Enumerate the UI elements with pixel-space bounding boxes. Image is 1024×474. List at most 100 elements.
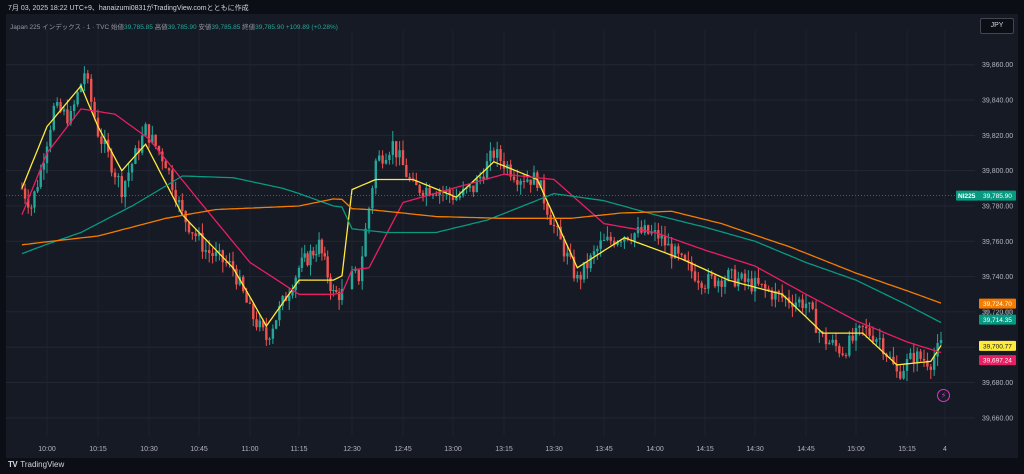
candle-body	[851, 335, 854, 341]
candle-body	[59, 102, 62, 112]
candle-body	[315, 254, 318, 256]
x-tick-label: 10:45	[190, 446, 208, 453]
open-label: 始値	[110, 24, 124, 31]
symbol-tag-bg	[956, 190, 979, 201]
candle-body	[602, 240, 606, 242]
y-tick-label: 39,860.00	[982, 62, 1013, 69]
y-tick-label: 39,800.00	[982, 168, 1013, 175]
y-tick-label: 39,760.00	[982, 239, 1013, 246]
candle-body	[757, 277, 760, 284]
x-tick-label: 15:00	[847, 446, 865, 453]
candle-body	[211, 253, 214, 257]
moving-averages	[21, 84, 942, 366]
candle-body	[30, 207, 33, 209]
candle-body	[235, 268, 238, 285]
close-value: 39,785.90	[255, 24, 285, 31]
candle-body	[596, 248, 599, 252]
x-tick-label: 14:45	[797, 446, 815, 453]
candle-body	[381, 155, 384, 164]
candle-body	[743, 273, 747, 282]
candle-body	[707, 274, 710, 289]
candle-body	[882, 338, 885, 355]
candle-body	[643, 225, 646, 233]
candle-body	[164, 161, 167, 169]
x-tick-label: 10:15	[89, 446, 107, 453]
candle-body	[549, 214, 552, 225]
candle-body	[922, 358, 926, 361]
candle-body	[194, 233, 197, 237]
candle-body	[566, 252, 569, 257]
candle-body	[39, 169, 42, 188]
candle-body	[770, 290, 774, 300]
candle-body	[933, 356, 936, 370]
candle-body	[552, 224, 556, 227]
candle-body	[854, 328, 858, 341]
candle-body	[650, 231, 653, 234]
candle-body	[606, 236, 609, 241]
candle-body	[579, 274, 582, 280]
candle-body	[261, 320, 265, 328]
candle-body	[479, 176, 482, 179]
candle-body	[663, 235, 667, 246]
candle-body	[522, 181, 526, 183]
candle-body	[274, 320, 278, 329]
x-tick-label: 11:15	[291, 446, 308, 453]
tv-logo-icon: TV	[8, 460, 18, 469]
y-tick-label: 39,680.00	[982, 380, 1013, 387]
candle-body	[66, 109, 69, 124]
candle-body	[415, 180, 418, 186]
x-tick-label: 15:15	[898, 446, 916, 453]
candle-body	[868, 328, 871, 336]
candle-body	[916, 351, 919, 364]
candle-body	[828, 342, 831, 345]
candle-body	[367, 208, 371, 229]
candle-body	[245, 291, 248, 303]
candle-body	[687, 259, 690, 262]
candle-body	[804, 303, 808, 309]
candle-body	[242, 276, 245, 292]
lightning-icon[interactable]: ⚡	[937, 389, 950, 402]
candle-body	[317, 239, 321, 255]
currency-button[interactable]: JPY	[980, 18, 1014, 34]
candle-body	[391, 141, 394, 155]
candle-body	[56, 102, 59, 106]
y-tick-label: 39,720.00	[982, 309, 1013, 316]
candle-body	[919, 351, 922, 359]
chart-panel[interactable]	[6, 14, 1018, 458]
candle-body	[582, 262, 586, 280]
candle-body	[680, 253, 683, 256]
candle-body	[103, 139, 106, 144]
candle-body	[117, 176, 120, 178]
candle-body	[841, 353, 844, 356]
candle-body	[197, 232, 201, 237]
tradingview-logo[interactable]: TV TradingView	[8, 460, 64, 469]
candle-body	[42, 163, 46, 170]
candle-body	[36, 187, 39, 192]
x-tick-label: 13:15	[495, 446, 513, 453]
candle-body	[258, 320, 261, 328]
x-tick-label: 14:15	[696, 446, 714, 453]
candle-body	[120, 176, 123, 198]
y-tick-label: 39,820.00	[982, 133, 1013, 140]
candle-body	[653, 230, 657, 232]
candle-body	[697, 280, 700, 283]
candle-body	[320, 239, 324, 254]
y-tick-label: 39,780.00	[982, 203, 1013, 210]
candle-body	[865, 326, 868, 329]
symbol-tag-label: NI225	[958, 193, 976, 200]
candle-body	[939, 340, 943, 344]
price-tag-bg	[979, 340, 1016, 351]
candle-body	[73, 104, 76, 111]
candle-body	[154, 134, 157, 147]
x-tick-label: 10:30	[140, 446, 158, 453]
candle-body	[171, 170, 174, 190]
candle-body	[482, 176, 485, 180]
candle-body	[777, 291, 780, 293]
candle-body	[405, 165, 408, 177]
candle-body	[818, 331, 821, 333]
candle-body	[683, 255, 687, 260]
candle-body	[475, 178, 478, 193]
candle-body	[181, 199, 184, 211]
candle-body	[509, 164, 512, 177]
